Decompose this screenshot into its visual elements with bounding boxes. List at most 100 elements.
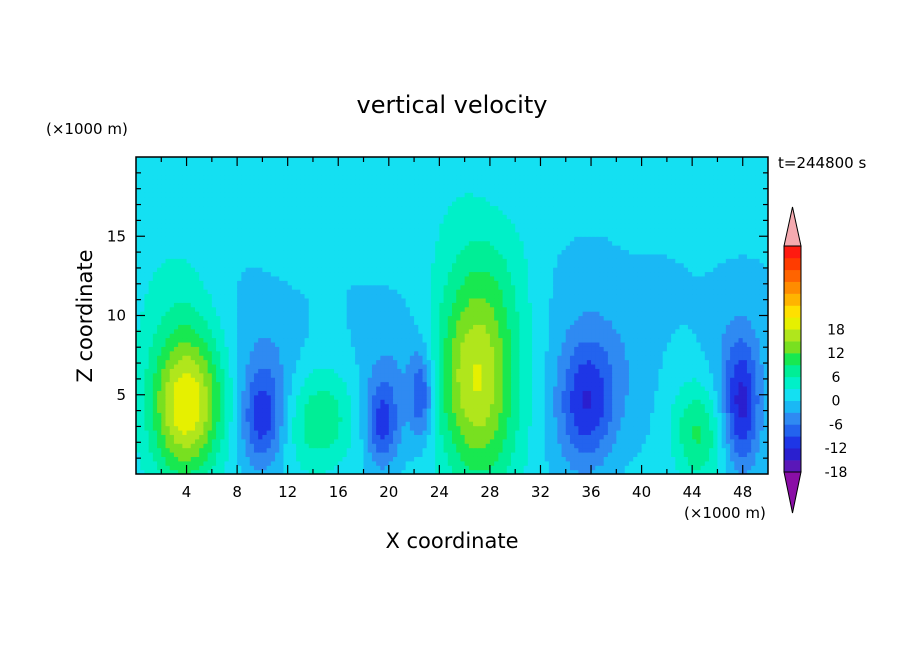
heatmap-cell: [477, 407, 483, 413]
heatmap-cell: [679, 341, 685, 347]
heatmap-cell: [591, 465, 596, 471]
heatmap-cell: [675, 346, 681, 352]
heatmap-cell: [169, 407, 175, 413]
heatmap-cell: [532, 350, 537, 356]
heatmap-cell: [591, 346, 596, 352]
heatmap-cell: [746, 377, 752, 383]
heatmap-cell: [620, 390, 626, 396]
heatmap-cell: [325, 350, 331, 356]
heatmap-cell: [599, 469, 605, 474]
heatmap-cell: [186, 403, 192, 409]
heatmap-cell: [692, 403, 697, 409]
heatmap-cell: [586, 381, 592, 387]
heatmap-cell: [262, 399, 268, 405]
heatmap-cell: [220, 429, 226, 435]
heatmap-cell: [249, 372, 255, 378]
heatmap-cell: [220, 359, 226, 365]
heatmap-cell: [148, 368, 154, 374]
heatmap-cell: [481, 346, 487, 352]
heatmap-cell: [384, 363, 390, 369]
heatmap-cell: [498, 425, 504, 431]
heatmap-cell: [270, 434, 276, 440]
heatmap-cell: [186, 377, 192, 383]
heatmap-cell: [224, 429, 230, 435]
heatmap-cell: [216, 346, 221, 352]
heatmap-cell: [460, 377, 466, 383]
heatmap-cell: [296, 363, 301, 369]
heatmap-cell: [266, 456, 272, 462]
heatmap-cell: [207, 346, 213, 352]
heatmap-cell: [662, 456, 668, 462]
heatmap-cell: [595, 438, 601, 444]
heatmap-cell: [553, 341, 558, 347]
heatmap-cell: [498, 346, 504, 352]
heatmap-cell: [422, 451, 428, 457]
heatmap-cell: [342, 425, 348, 431]
heatmap-cell: [544, 425, 550, 431]
heatmap-cell: [612, 399, 617, 405]
heatmap-cell: [523, 337, 529, 343]
heatmap-cell: [721, 381, 727, 387]
heatmap-cell: [439, 447, 445, 453]
heatmap-cell: [237, 355, 242, 361]
heatmap-cell: [279, 333, 285, 339]
heatmap-cell: [586, 346, 592, 352]
heatmap-cell: [384, 377, 390, 383]
heatmap-cell: [683, 372, 689, 378]
heatmap-cell: [725, 394, 731, 400]
heatmap-cell: [759, 456, 765, 462]
heatmap-cell: [759, 328, 765, 334]
heatmap-cell: [742, 403, 748, 409]
heatmap-cell: [249, 447, 255, 453]
heatmap-cell: [291, 456, 297, 462]
heatmap-cell: [734, 407, 740, 413]
heatmap-cell: [161, 341, 167, 347]
heatmap-cell: [157, 337, 162, 343]
heatmap-cell: [510, 346, 516, 352]
heatmap-cell: [422, 394, 428, 400]
heatmap-cell: [755, 416, 761, 422]
heatmap-cell: [317, 350, 322, 356]
heatmap-cell: [582, 355, 588, 361]
heatmap-cell: [258, 377, 263, 383]
heatmap-cell: [186, 421, 192, 427]
heatmap-cell: [384, 394, 390, 400]
heatmap-cell: [532, 425, 537, 431]
heatmap-cell: [334, 399, 339, 405]
heatmap-cell: [161, 399, 167, 405]
heatmap-cell: [367, 451, 373, 457]
heatmap-cell: [624, 434, 630, 440]
heatmap-cell: [578, 403, 584, 409]
heatmap-cell: [654, 337, 660, 343]
heatmap-cell: [510, 359, 516, 365]
heatmap-cell: [435, 456, 440, 462]
heatmap-cell: [755, 465, 761, 471]
heatmap-cell: [578, 429, 584, 435]
heatmap-cell: [325, 425, 331, 431]
heatmap-cell: [717, 341, 723, 347]
heatmap-cell: [350, 429, 356, 435]
heatmap-cell: [329, 412, 335, 418]
heatmap-cell: [574, 412, 579, 418]
heatmap-cell: [178, 425, 183, 431]
heatmap-cell: [717, 372, 723, 378]
heatmap-cell: [397, 429, 403, 435]
heatmap-cell: [350, 355, 356, 361]
heatmap-cell: [527, 443, 533, 449]
heatmap-cell: [190, 465, 196, 471]
heatmap-cell: [266, 381, 272, 387]
heatmap-cell: [182, 416, 188, 422]
heatmap-cell: [304, 403, 310, 409]
heatmap-cell: [544, 421, 550, 427]
heatmap-cell: [157, 465, 162, 471]
heatmap-cell: [367, 469, 373, 474]
heatmap-cell: [679, 407, 685, 413]
heatmap-cell: [384, 421, 390, 427]
heatmap-cell: [692, 465, 697, 471]
heatmap-cell: [489, 443, 495, 449]
heatmap-cell: [498, 465, 504, 471]
heatmap-cell: [275, 416, 280, 422]
heatmap-cell: [721, 416, 727, 422]
heatmap-cell: [393, 416, 398, 422]
heatmap-cell: [734, 451, 740, 457]
